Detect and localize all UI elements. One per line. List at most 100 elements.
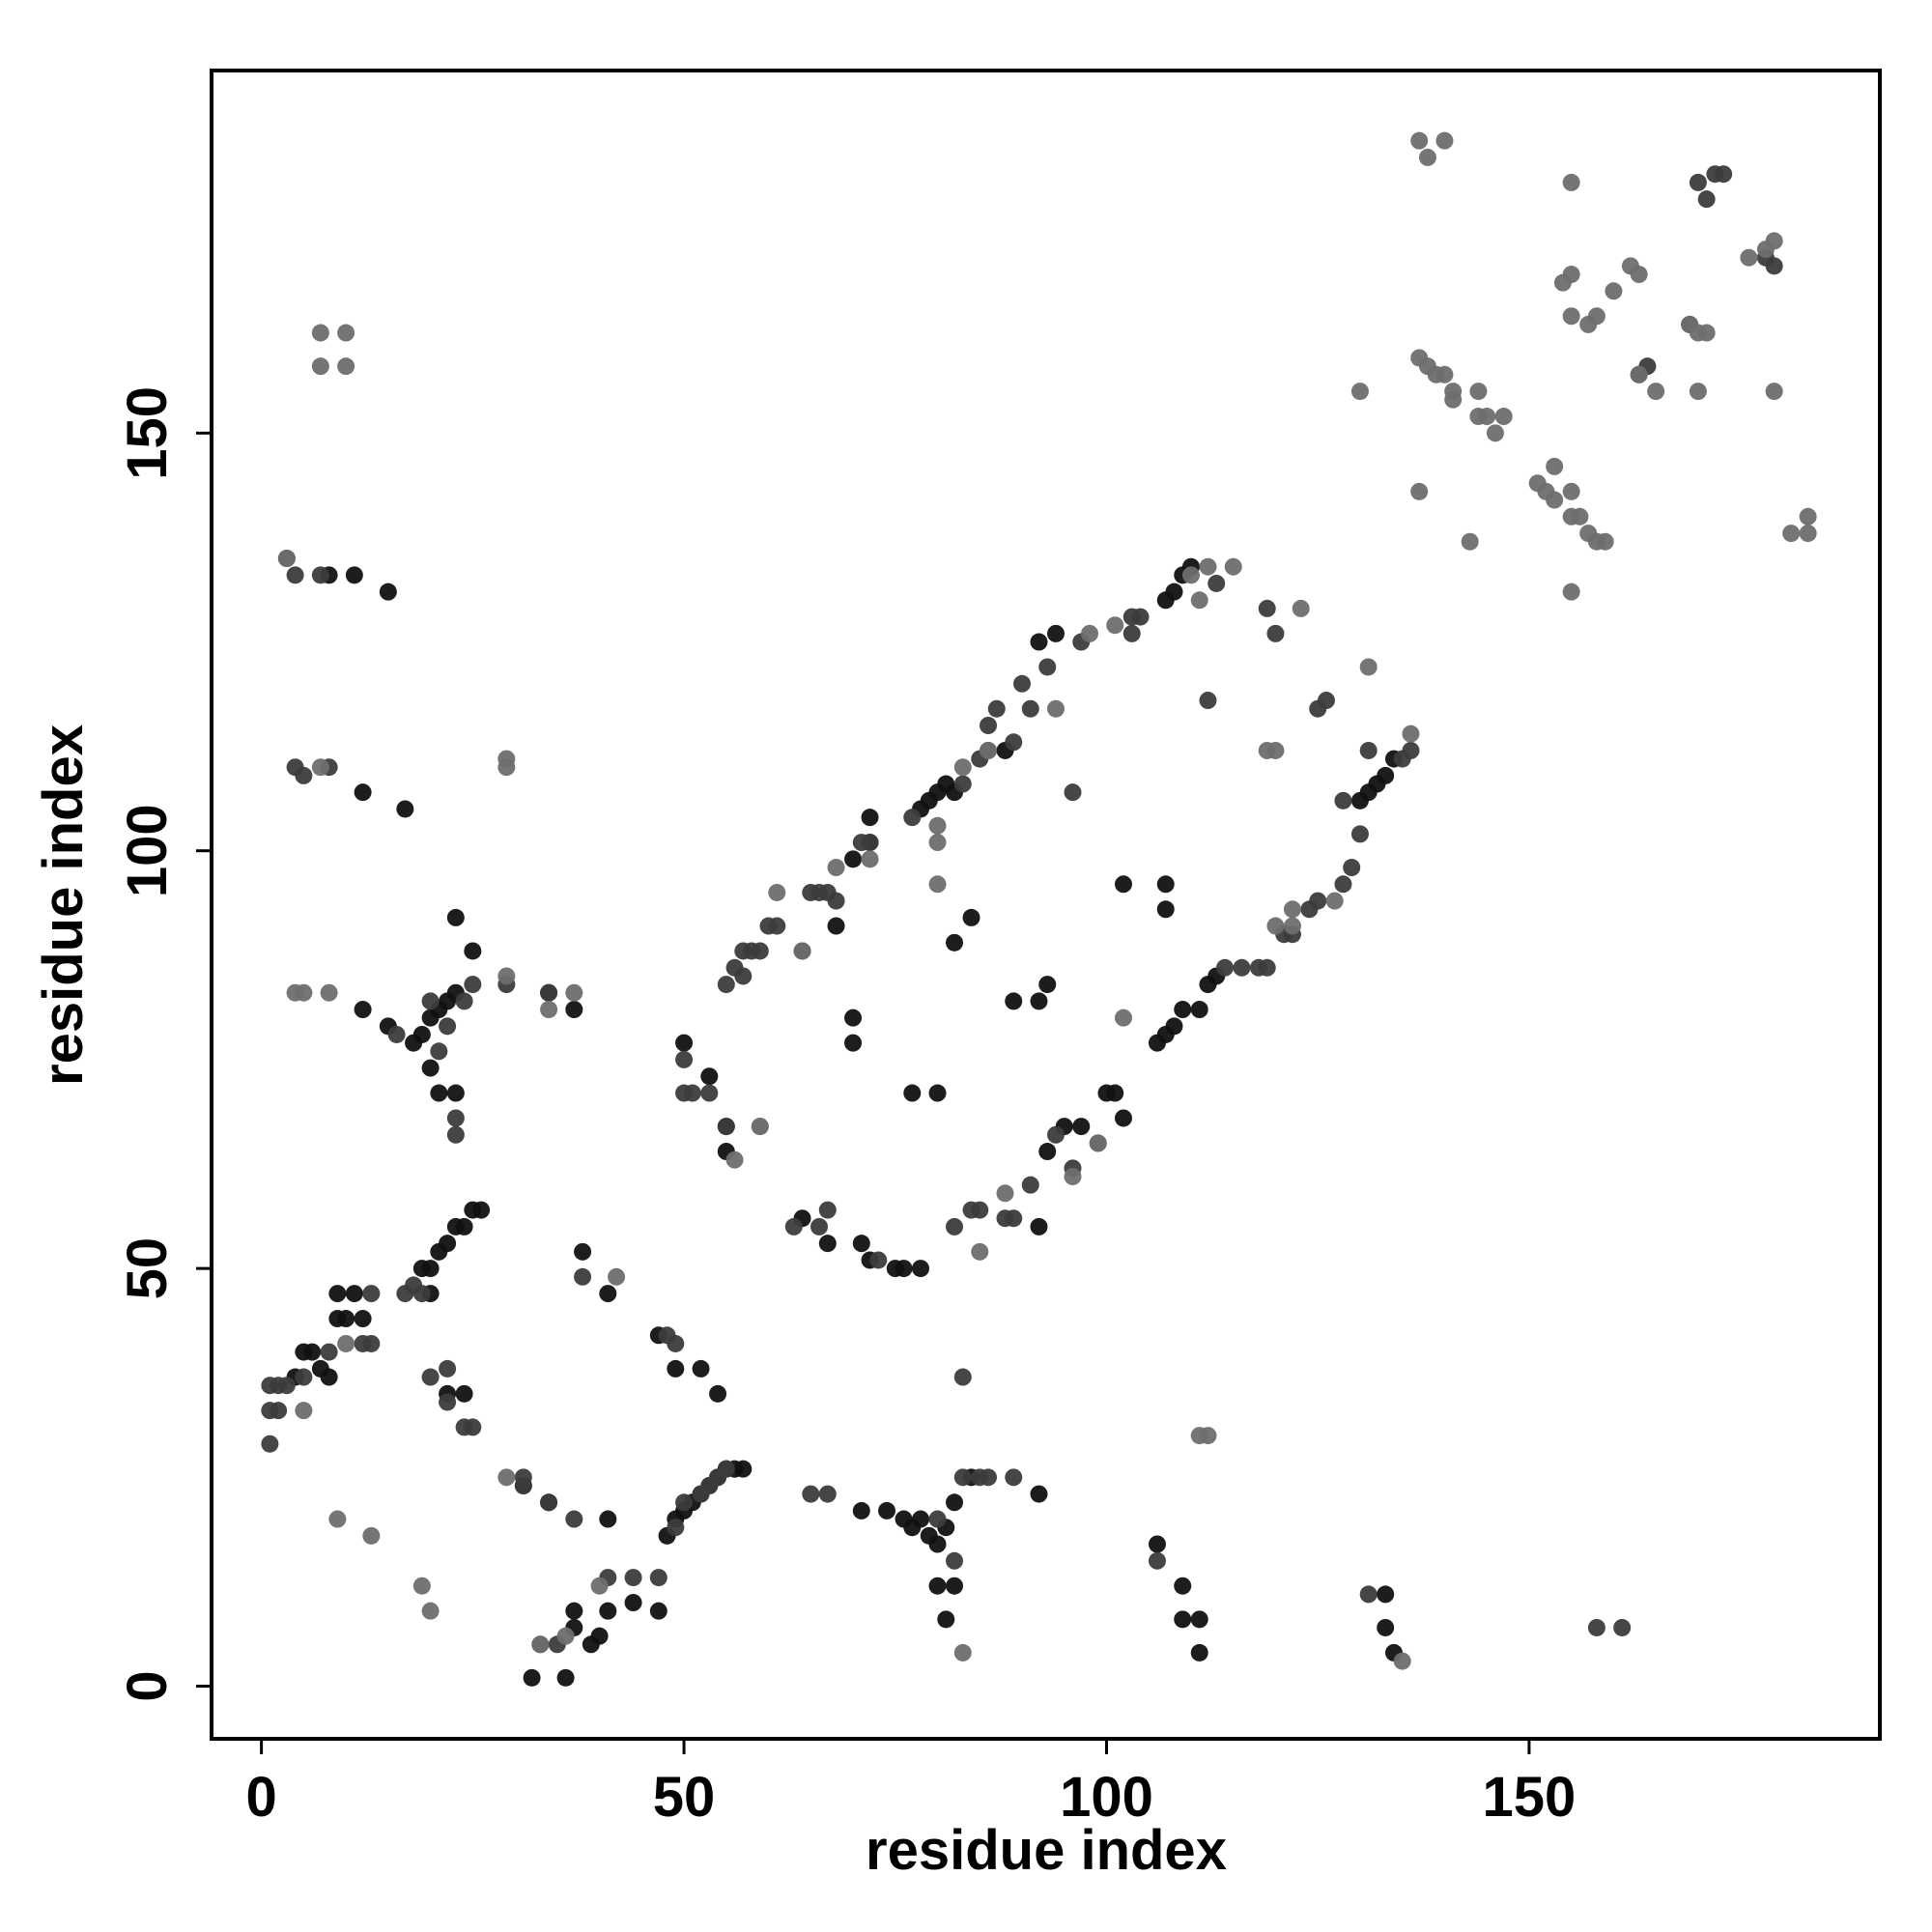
point xyxy=(1030,1485,1048,1503)
point xyxy=(1402,724,1420,743)
point xyxy=(852,1501,870,1520)
point xyxy=(1461,532,1479,551)
point xyxy=(1174,1001,1192,1019)
point xyxy=(446,1109,465,1127)
x-axis-label: residue index xyxy=(866,1819,1227,1882)
point xyxy=(354,1310,372,1328)
point xyxy=(1410,482,1429,500)
point xyxy=(412,1285,431,1303)
point xyxy=(464,1418,482,1436)
point xyxy=(497,758,516,777)
point xyxy=(1030,992,1048,1010)
point xyxy=(1765,257,1783,275)
point xyxy=(1005,992,1023,1010)
point xyxy=(1410,131,1429,150)
point xyxy=(743,942,761,960)
point xyxy=(311,357,329,376)
point xyxy=(1064,783,1082,802)
point xyxy=(928,1535,947,1553)
point xyxy=(649,1602,668,1620)
point xyxy=(1343,859,1361,877)
point xyxy=(1562,307,1580,326)
point xyxy=(1258,599,1276,617)
point xyxy=(1148,1551,1166,1570)
point xyxy=(270,1402,288,1420)
point xyxy=(700,1084,719,1102)
point xyxy=(1190,1001,1208,1019)
point xyxy=(1005,1209,1023,1228)
point xyxy=(1756,241,1775,259)
point xyxy=(439,1235,457,1253)
point xyxy=(379,582,397,601)
point xyxy=(1546,491,1564,509)
point xyxy=(523,1668,541,1687)
point xyxy=(608,1267,626,1286)
point xyxy=(980,741,998,759)
point xyxy=(1630,266,1648,284)
point xyxy=(455,1217,473,1236)
point xyxy=(421,992,440,1010)
point xyxy=(556,1627,575,1645)
point xyxy=(303,1343,322,1361)
point xyxy=(1350,383,1369,401)
point xyxy=(439,1393,457,1411)
point xyxy=(624,1594,642,1612)
point xyxy=(1148,1535,1166,1553)
point xyxy=(1478,408,1496,426)
point xyxy=(818,1201,837,1219)
point xyxy=(1199,1427,1217,1445)
point xyxy=(1562,582,1580,601)
point xyxy=(1174,1577,1192,1595)
point xyxy=(295,766,313,784)
point xyxy=(328,1510,347,1528)
point xyxy=(590,1627,609,1645)
point xyxy=(1393,1652,1411,1670)
point xyxy=(1359,1585,1378,1604)
point xyxy=(1715,165,1733,184)
point xyxy=(1377,1618,1395,1636)
point xyxy=(565,1001,583,1019)
point xyxy=(1013,674,1032,693)
point xyxy=(1190,1610,1208,1629)
point xyxy=(1114,1009,1132,1027)
point xyxy=(1587,307,1605,326)
x-tick-label: 0 xyxy=(245,1766,276,1829)
point xyxy=(464,942,482,960)
point xyxy=(996,1184,1014,1203)
point xyxy=(903,809,922,827)
y-axis-label: residue index xyxy=(32,724,95,1086)
point xyxy=(971,1201,989,1219)
point xyxy=(514,1476,532,1494)
point xyxy=(295,1402,313,1420)
point xyxy=(1418,148,1436,166)
point xyxy=(455,1384,473,1403)
point xyxy=(337,1310,355,1328)
point xyxy=(574,1242,592,1261)
point xyxy=(1089,1134,1107,1152)
point xyxy=(1697,324,1716,342)
point xyxy=(311,566,329,584)
point xyxy=(793,942,811,960)
point xyxy=(844,850,863,868)
point xyxy=(1005,1468,1023,1487)
point xyxy=(1224,557,1242,576)
point xyxy=(540,1493,558,1512)
point xyxy=(1605,282,1623,300)
point xyxy=(1021,699,1039,718)
x-tick-label: 100 xyxy=(1060,1766,1153,1829)
point xyxy=(1233,958,1251,977)
point xyxy=(1782,525,1801,543)
point xyxy=(1469,383,1488,401)
point xyxy=(439,1359,457,1378)
point xyxy=(412,1025,431,1043)
point xyxy=(946,1577,964,1595)
point xyxy=(953,1643,972,1662)
point xyxy=(1038,658,1057,676)
point xyxy=(692,1359,710,1378)
x-tick-label: 50 xyxy=(653,1766,716,1829)
y-tick-label: 150 xyxy=(116,386,179,480)
point xyxy=(1546,457,1564,475)
point xyxy=(430,1084,448,1102)
point xyxy=(1630,365,1648,384)
point xyxy=(531,1635,550,1654)
